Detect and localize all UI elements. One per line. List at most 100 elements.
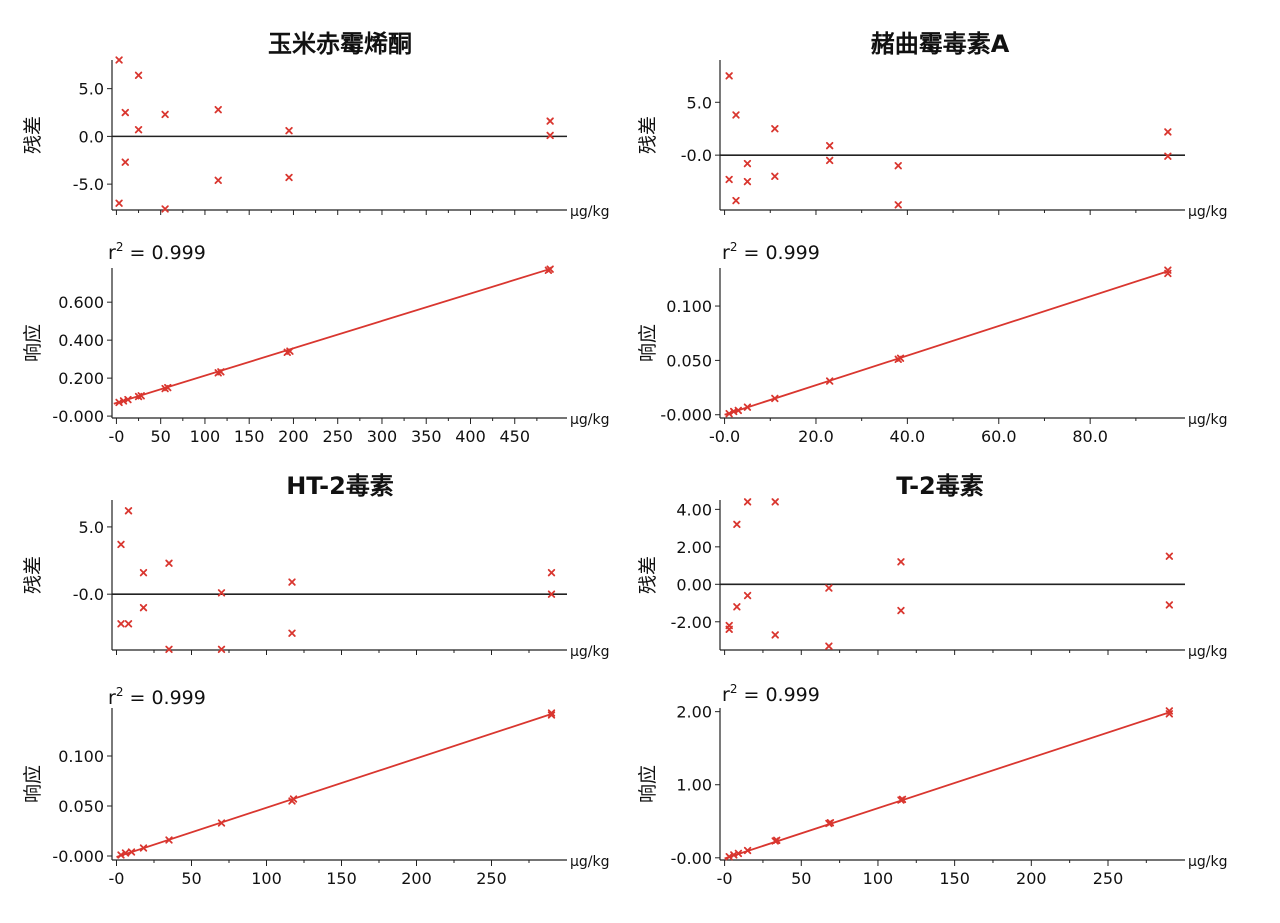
residual-y-tick-label: -2.00 bbox=[671, 613, 712, 632]
residual-y-tick-label: 0.00 bbox=[676, 575, 712, 594]
data-point-marker bbox=[771, 125, 779, 133]
data-point-marker bbox=[894, 162, 902, 170]
data-point-marker bbox=[897, 606, 905, 615]
residual-y-tick-label: -0.0 bbox=[73, 585, 104, 604]
data-point-marker bbox=[743, 159, 752, 168]
data-point-marker bbox=[734, 849, 743, 858]
data-point-marker bbox=[773, 836, 781, 844]
calibration-y-tick-label: 0.400 bbox=[58, 331, 104, 350]
calibration-y-tick-label: -0.000 bbox=[660, 406, 712, 425]
residual-y-label: 残差 bbox=[22, 116, 44, 154]
calibration-x-tick-label: 100 bbox=[190, 427, 221, 446]
calibration-y-label: 响应 bbox=[637, 765, 659, 803]
data-point-marker bbox=[121, 108, 129, 117]
calibration-x-tick-label: 300 bbox=[367, 427, 398, 446]
chart-title: 玉米赤霉烯酮 bbox=[268, 30, 412, 58]
x-unit-label: μg/kg bbox=[570, 644, 610, 660]
calibration-y-label: 响应 bbox=[637, 324, 659, 362]
data-point-marker bbox=[825, 642, 833, 650]
x-unit-label: μg/kg bbox=[570, 412, 610, 428]
chart-title: T-2毒素 bbox=[896, 472, 984, 500]
data-point-marker bbox=[547, 711, 556, 719]
r-squared-label: r2 = 0.999 bbox=[108, 685, 206, 709]
data-point-marker bbox=[732, 196, 740, 205]
residual-y-tick-label: -5.0 bbox=[73, 175, 104, 194]
data-point-marker bbox=[825, 377, 834, 385]
data-point-marker bbox=[896, 354, 905, 362]
calibration-x-tick-label: 50 bbox=[791, 869, 811, 888]
calibration-y-tick-label: 0.100 bbox=[666, 297, 712, 316]
calibration-x-tick-label: 250 bbox=[1093, 869, 1124, 888]
data-point-marker bbox=[825, 141, 834, 150]
data-point-marker bbox=[121, 158, 129, 166]
residual-y-tick-label: 2.00 bbox=[676, 538, 712, 557]
data-point-marker bbox=[771, 498, 779, 506]
data-point-marker bbox=[286, 347, 294, 355]
calibration-y-tick-label: 0.050 bbox=[58, 797, 104, 816]
residual-points bbox=[117, 507, 556, 654]
calibration-fit-line bbox=[116, 713, 552, 858]
data-point-marker bbox=[289, 795, 298, 803]
calibration-x-tick-label: 50 bbox=[181, 869, 201, 888]
calibration-y-tick-label: 1.00 bbox=[676, 776, 712, 795]
calibration-points bbox=[117, 709, 556, 859]
calibration-x-tick-label: 100 bbox=[251, 869, 282, 888]
data-point-marker bbox=[743, 846, 752, 855]
data-point-marker bbox=[217, 368, 225, 376]
data-point-marker bbox=[1164, 266, 1172, 274]
data-point-marker bbox=[743, 498, 752, 506]
x-unit-label: μg/kg bbox=[1188, 854, 1228, 870]
calibration-x-tick-label: 200 bbox=[401, 869, 432, 888]
data-point-marker bbox=[771, 172, 779, 180]
calibration-x-tick-label: 50 bbox=[151, 427, 171, 446]
x-unit-label: μg/kg bbox=[1188, 644, 1228, 660]
calibration-y-tick-label: 0.600 bbox=[58, 293, 104, 312]
data-point-marker bbox=[139, 603, 148, 612]
calibration-points bbox=[725, 707, 1174, 861]
calibration-fit-line bbox=[724, 711, 1170, 860]
data-point-marker bbox=[285, 173, 293, 182]
chart-title: 赭曲霉毒素A bbox=[871, 30, 1010, 58]
calibration-x-tick-label: -0 bbox=[108, 427, 124, 446]
data-point-marker bbox=[546, 117, 554, 125]
data-point-marker bbox=[161, 110, 169, 119]
calibration-x-tick-label: 350 bbox=[411, 427, 442, 446]
r-squared-label: r2 = 0.999 bbox=[722, 682, 820, 706]
data-point-marker bbox=[733, 520, 741, 529]
calibration-plot: 0.100 0.050 -0.000 -0 50 100 150 200 250 μg/kg 响应 r… bbox=[22, 685, 610, 888]
residual-points bbox=[115, 56, 554, 213]
calibration-x-tick-label: 450 bbox=[499, 427, 530, 446]
residual-y-label: 残差 bbox=[22, 556, 44, 594]
calibration-points bbox=[115, 265, 554, 407]
calibration-x-tick-label: 250 bbox=[476, 869, 507, 888]
r-squared-label: r2 = 0.999 bbox=[722, 240, 820, 264]
calibration-fit-line bbox=[724, 270, 1169, 416]
data-point-marker bbox=[139, 568, 148, 577]
chart-title: HT-2毒素 bbox=[286, 472, 394, 500]
data-point-marker bbox=[117, 851, 125, 859]
data-point-marker bbox=[285, 126, 293, 135]
calibration-y-label: 响应 bbox=[22, 765, 44, 803]
data-point-marker bbox=[165, 836, 173, 844]
calibration-x-tick-label: 150 bbox=[939, 869, 970, 888]
calibration-fit-line bbox=[113, 268, 551, 405]
residual-plot: 5.0 -0.0 μg/kg 残差 bbox=[637, 60, 1228, 220]
calibration-y-tick-label: -0.00 bbox=[671, 849, 712, 868]
x-unit-label: μg/kg bbox=[1188, 412, 1228, 428]
calibration-x-tick-label: 200 bbox=[278, 427, 309, 446]
data-point-marker bbox=[725, 409, 733, 418]
calibration-y-label: 响应 bbox=[22, 324, 44, 362]
calibration-y-tick-label: -0.000 bbox=[52, 847, 104, 866]
calibration-x-tick-label: 100 bbox=[863, 869, 894, 888]
residual-y-tick-label: -0.0 bbox=[681, 146, 712, 165]
calibration-x-tick-label: 60.0 bbox=[981, 427, 1017, 446]
calibration-y-tick-label: 0.050 bbox=[666, 351, 712, 370]
r-squared-symbol: r bbox=[722, 684, 730, 706]
x-unit-label: μg/kg bbox=[570, 204, 610, 220]
data-point-marker bbox=[117, 620, 125, 628]
calibration-x-tick-label: -0.0 bbox=[709, 427, 740, 446]
residual-y-label: 残差 bbox=[637, 556, 659, 594]
data-point-marker bbox=[897, 558, 905, 566]
chart-panel-3: HT-2毒素 5.0 -0.0 μg/kg 残差 0.100 0.050 -0.000 -0 50… bbox=[22, 472, 610, 888]
